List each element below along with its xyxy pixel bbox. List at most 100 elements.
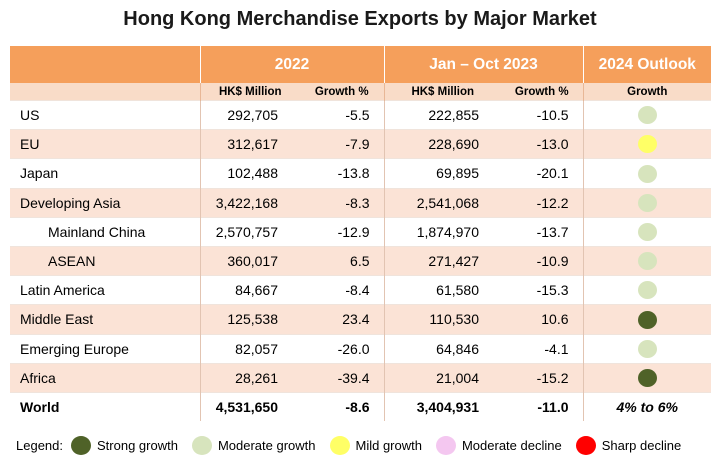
market-name: Developing Asia xyxy=(10,187,200,218)
table-row: EU 312,617 -7.9 228,690 -13.0 xyxy=(10,129,711,159)
value-2023: 228,690 xyxy=(383,129,501,159)
legend-label: Legend: xyxy=(16,437,63,453)
value-2023: 69,895 xyxy=(383,158,501,189)
growth-2023: 10.6 xyxy=(501,304,583,334)
market-name: Mainland China xyxy=(10,216,200,247)
outlook-cell xyxy=(582,275,711,305)
table-row-world: World 4,531,650 -8.6 3,404,931 -11.0 4% … xyxy=(10,391,711,422)
outlook-dot-icon xyxy=(637,193,657,212)
subheader-empty xyxy=(10,83,200,101)
legend-item-label: Strong growth xyxy=(97,437,178,453)
moderate-decline-dot-icon xyxy=(435,435,456,455)
growth-2023: -20.1 xyxy=(501,158,583,189)
page-title: Hong Kong Merchandise Exports by Major M… xyxy=(123,8,597,30)
growth-2022: -26.0 xyxy=(300,333,384,364)
value-2022: 102,488 xyxy=(199,158,300,189)
growth-2023: -15.2 xyxy=(501,362,583,393)
legend-item: Strong growth xyxy=(71,435,178,455)
outlook-dot-icon xyxy=(637,368,657,387)
strong-growth-dot-icon xyxy=(71,435,91,455)
value-2023: 110,530 xyxy=(383,304,501,334)
growth-2023: -4.1 xyxy=(501,333,583,364)
value-2022: 312,617 xyxy=(199,129,300,159)
market-name: ASEAN xyxy=(10,245,200,276)
table-row: Middle East 125,538 23.4 110,530 10.6 xyxy=(10,304,711,334)
value-2022: 360,017 xyxy=(199,245,300,276)
sharp-decline-dot-icon xyxy=(575,435,596,455)
value-2023: 222,855 xyxy=(383,99,501,130)
table-row: Latin America 84,667 -8.4 61,580 -15.3 xyxy=(10,275,711,305)
outlook-cell xyxy=(582,99,711,130)
table-row: US 292,705 -5.5 222,855 -10.5 xyxy=(10,99,711,130)
growth-2023: -10.9 xyxy=(501,245,583,276)
value-2022: 2,570,757 xyxy=(199,216,300,247)
growth-2022: -12.9 xyxy=(300,216,384,247)
table-header-sub: HK$ Million Growth % HK$ Million Growth … xyxy=(10,83,711,101)
header-2023: Jan – Oct 2023 xyxy=(383,46,583,83)
market-name: Middle East xyxy=(10,304,200,334)
market-name: World xyxy=(10,391,200,422)
growth-2022: -8.4 xyxy=(300,275,384,305)
outlook-cell xyxy=(582,362,711,393)
subheader-value-2023: HK$ Million xyxy=(383,83,501,101)
value-2023: 3,404,931 xyxy=(383,391,501,422)
legend-item: Moderate decline xyxy=(435,435,562,455)
outlook-dot-icon xyxy=(637,164,657,183)
value-2022: 28,261 xyxy=(199,362,300,393)
value-2022: 3,422,168 xyxy=(199,187,300,218)
moderate-growth-dot-icon xyxy=(191,435,212,455)
legend-item-label: Moderate growth xyxy=(217,437,316,453)
growth-2022: -39.4 xyxy=(300,362,384,393)
subheader-outlook: Growth xyxy=(582,83,711,101)
market-name: Africa xyxy=(10,362,200,393)
market-name: US xyxy=(10,99,200,130)
value-2022: 4,531,650 xyxy=(199,391,300,422)
legend-item: Moderate growth xyxy=(191,435,316,455)
market-name: Latin America xyxy=(10,275,200,305)
table-row: ASEAN 360,017 6.5 271,427 -10.9 xyxy=(10,245,711,276)
outlook-dot-icon xyxy=(637,310,657,329)
value-2022: 292,705 xyxy=(199,99,300,130)
growth-2022: -5.5 xyxy=(300,99,384,130)
value-2022: 125,538 xyxy=(199,304,300,334)
outlook-cell xyxy=(582,304,711,334)
legend-item: Mild growth xyxy=(329,435,422,455)
outlook-dot-icon xyxy=(637,222,657,241)
outlook-dot-icon xyxy=(637,281,657,300)
outlook-cell xyxy=(582,129,711,159)
outlook-dot-icon xyxy=(637,252,657,271)
value-2023: 271,427 xyxy=(383,245,501,276)
subheader-growth-2023: Growth % xyxy=(501,83,583,101)
growth-2022: 23.4 xyxy=(300,304,384,334)
growth-2022: -7.9 xyxy=(300,129,384,159)
outlook-cell xyxy=(582,187,711,218)
growth-2022: -13.8 xyxy=(300,158,384,189)
outlook-cell xyxy=(582,216,711,247)
legend-item: Sharp decline xyxy=(575,435,682,455)
legend-item-label: Moderate decline xyxy=(461,437,562,453)
table-row: Japan 102,488 -13.8 69,895 -20.1 xyxy=(10,158,711,189)
market-name: Japan xyxy=(10,158,200,189)
legend-item-label: Mild growth xyxy=(355,437,422,453)
outlook-cell xyxy=(582,245,711,276)
growth-2022: -8.3 xyxy=(300,187,384,218)
value-2023: 61,580 xyxy=(383,275,501,305)
growth-2023: -10.5 xyxy=(501,99,583,130)
outlook-cell xyxy=(582,158,711,189)
header-outlook: 2024 Outlook xyxy=(582,46,711,83)
outlook-cell xyxy=(582,333,711,364)
world-outlook: 4% to 6% xyxy=(582,391,711,422)
header-empty xyxy=(10,46,200,83)
outlook-dot-icon xyxy=(637,106,657,125)
value-2023: 1,874,970 xyxy=(383,216,501,247)
value-2023: 21,004 xyxy=(383,362,501,393)
subheader-value-2022: HK$ Million xyxy=(199,83,300,101)
table-row: Emerging Europe 82,057 -26.0 64,846 -4.1 xyxy=(10,333,711,364)
market-name: Emerging Europe xyxy=(10,333,200,364)
value-2023: 2,541,068 xyxy=(383,187,501,218)
growth-2023: -12.2 xyxy=(501,187,583,218)
outlook-dot-icon xyxy=(637,339,657,358)
legend-item-label: Sharp decline xyxy=(601,437,682,453)
exports-table: 2022 Jan – Oct 2023 2024 Outlook HK$ Mil… xyxy=(10,46,711,422)
growth-2023: -11.0 xyxy=(501,391,583,422)
